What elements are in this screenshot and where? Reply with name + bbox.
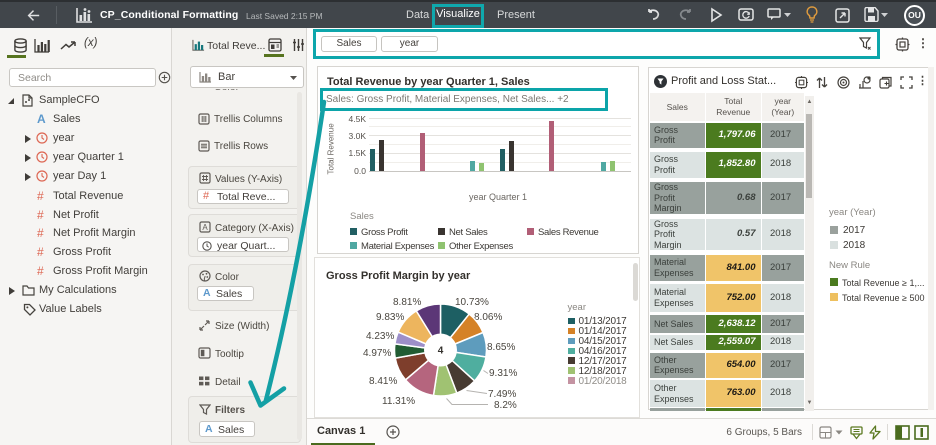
svg-text:A: A bbox=[202, 223, 208, 232]
